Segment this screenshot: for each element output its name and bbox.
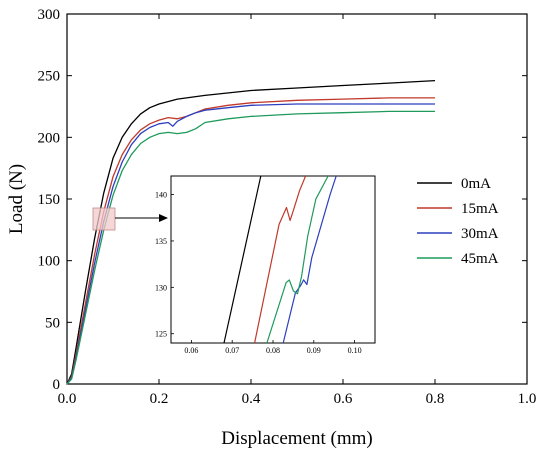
- inset-y-tick-label: 135: [155, 237, 167, 246]
- inset-series-line-0mA: [223, 176, 262, 343]
- inset-series-line-45mA: [266, 176, 329, 343]
- x-tick-label: 0.8: [426, 391, 445, 407]
- series-line-45mA: [66, 110, 435, 385]
- inset-frame: [170, 175, 376, 344]
- inset-series-line-15mA: [254, 176, 307, 343]
- zoom-region-box: [92, 207, 116, 231]
- inset-series-group: [223, 176, 337, 343]
- inset-y-tick-label: 125: [155, 330, 167, 339]
- y-tick-label: 300: [38, 7, 61, 23]
- inset-x-tick-label: 0.07: [225, 346, 239, 355]
- y-tick-label: 50: [45, 315, 60, 331]
- x-axis-title: Displacement (mm): [221, 428, 372, 449]
- y-tick-label: 0: [53, 377, 61, 393]
- inset-y-tick-label: 130: [155, 283, 167, 292]
- series-line-15mA: [66, 97, 435, 385]
- legend-label: 30mA: [461, 226, 499, 242]
- y-axis-title: Load (N): [6, 164, 27, 234]
- series-line-30mA: [66, 103, 435, 385]
- x-tick-label: 0.6: [334, 391, 353, 407]
- inset-series-line-30mA: [282, 176, 337, 343]
- series-line-0mA: [66, 79, 436, 385]
- x-tick-label: 1.0: [518, 391, 537, 407]
- x-tick-label: 0.2: [150, 391, 169, 407]
- y-tick-label: 250: [38, 69, 61, 85]
- x-tick-label: 0.4: [242, 391, 261, 407]
- legend: 0mA 15mA 30mA 45mA: [417, 176, 499, 267]
- legend-label: 45mA: [461, 251, 499, 267]
- inset-plot: 0.06 0.07 0.08 0.09 0.10 125 130 135 140: [155, 175, 376, 355]
- y-tick-label: 200: [38, 130, 61, 146]
- inset-x-tick-label: 0.09: [307, 346, 321, 355]
- zoom-marker: [92, 207, 168, 231]
- x-tick-label: 0.0: [58, 391, 77, 407]
- legend-label: 0mA: [461, 176, 491, 192]
- y-tick-label: 150: [38, 192, 61, 208]
- main-plot: 0.0 0.2 0.4 0.6 0.8 1.0 0 50 100 150 200 250 300 Disp…: [6, 7, 536, 449]
- inset-y-tick-label: 140: [155, 191, 167, 200]
- inset-x-tick-label: 0.10: [348, 346, 362, 355]
- zoom-arrow-head: [159, 214, 168, 222]
- inset-x-tick-label: 0.08: [266, 346, 280, 355]
- inset-x-tick-label: 0.06: [184, 346, 198, 355]
- legend-label: 15mA: [461, 201, 499, 217]
- y-tick-label: 100: [38, 254, 61, 270]
